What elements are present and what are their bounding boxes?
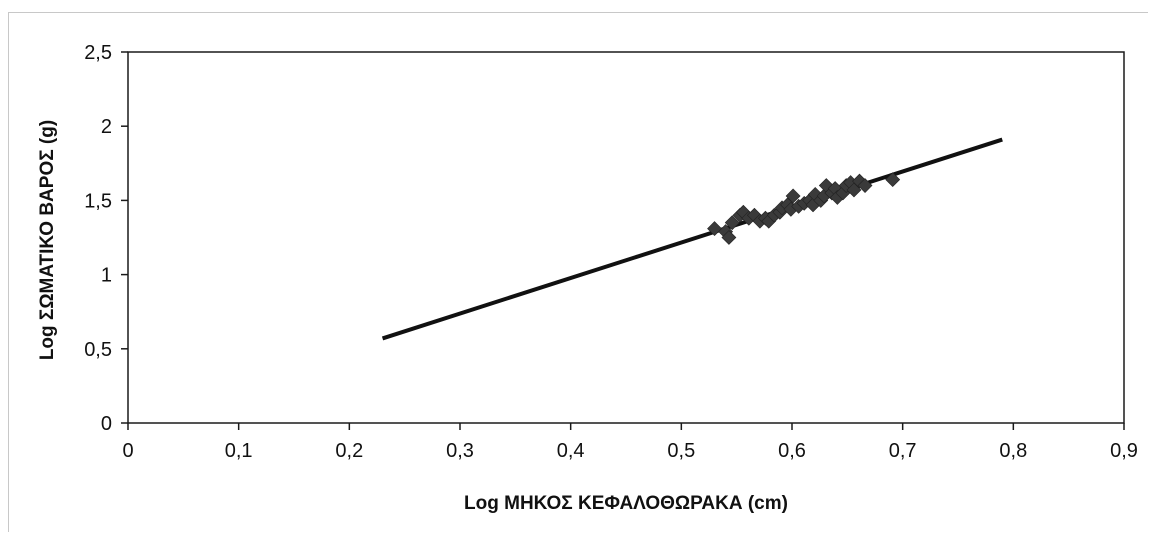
x-tick-label: 0,2	[335, 440, 363, 462]
x-tick-label: 0,7	[889, 440, 917, 462]
x-tick-label: 0,8	[999, 440, 1027, 462]
y-tick-label: 0	[101, 413, 112, 435]
x-axis-title: Log ΜΗΚΟΣ ΚΕΦΑΛΟΘΩΡΑΚΑ (cm)	[464, 493, 788, 514]
x-tick-label: 0,3	[446, 440, 474, 462]
x-tick-label: 0,5	[667, 440, 695, 462]
y-tick-label: 2	[101, 116, 112, 138]
y-tick-label: 1	[101, 265, 112, 287]
y-tick-label: 2,5	[84, 42, 112, 64]
y-axis-ticks: 0 0,5 1 1,5 2 2,5	[84, 42, 128, 435]
plot-area	[128, 52, 1124, 423]
x-axis-ticks: 0 0,1 0,2 0,3 0,4 0,5 0,6 0,7 0,8 0,9	[122, 423, 1137, 462]
x-tick-label: 0,9	[1110, 440, 1138, 462]
x-tick-label: 0	[122, 440, 133, 462]
y-tick-label: 1,5	[84, 190, 112, 212]
x-tick-label: 0,4	[557, 440, 585, 462]
x-tick-label: 0,6	[778, 440, 806, 462]
y-axis-title: Log ΣΩΜΑΤΙΚΟ ΒΑΡΟΣ (g)	[37, 120, 58, 360]
y-tick-label: 0,5	[84, 339, 112, 361]
x-tick-label: 0,1	[225, 440, 253, 462]
